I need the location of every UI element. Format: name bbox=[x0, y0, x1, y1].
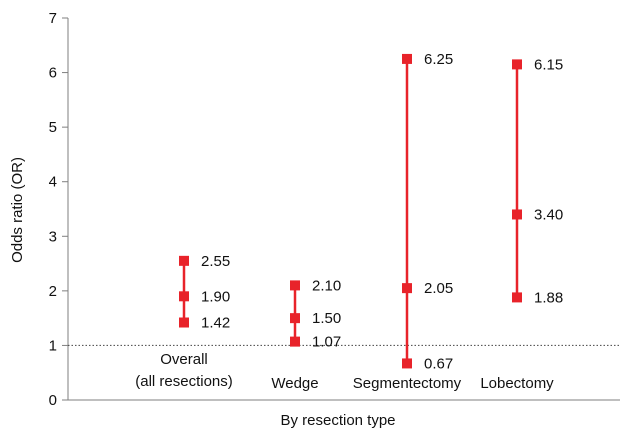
y-axis-title: Odds ratio (OR) bbox=[9, 157, 26, 263]
ci-estimate-label: 2.05 bbox=[424, 280, 453, 297]
ci-estimate-marker bbox=[290, 313, 300, 324]
ci-lower-label: 0.67 bbox=[424, 355, 453, 372]
y-tick-label: 7 bbox=[49, 10, 57, 27]
y-tick-label: 2 bbox=[49, 283, 57, 300]
ci-upper-marker bbox=[512, 59, 522, 70]
ci-estimate-label: 1.50 bbox=[312, 310, 341, 327]
category-label: (all resections) bbox=[135, 373, 233, 390]
y-tick-label: 5 bbox=[49, 119, 57, 136]
category-labels: Overall (all resections) Wedge Segmentectom… bbox=[135, 351, 554, 392]
y-tick-label: 0 bbox=[49, 392, 57, 409]
x-axis-title: By resection type bbox=[280, 412, 395, 429]
ci-estimate-marker bbox=[512, 209, 522, 220]
ci-lower-marker bbox=[512, 292, 522, 303]
ci-upper-label: 6.15 bbox=[534, 56, 563, 73]
category-label: Segmentectomy bbox=[353, 375, 462, 392]
ci-upper-marker bbox=[179, 255, 189, 266]
ci-upper-label: 2.10 bbox=[312, 277, 341, 294]
ci-lower-label: 1.88 bbox=[534, 289, 563, 306]
ci-lower-marker bbox=[402, 358, 412, 369]
y-tick-label: 1 bbox=[49, 337, 57, 354]
category-label: Wedge bbox=[271, 375, 318, 392]
ci-group: 6.15 3.40 1.88 bbox=[512, 56, 563, 306]
ci-group: 2.10 1.50 1.07 bbox=[290, 277, 341, 351]
y-tick-label: 4 bbox=[49, 174, 57, 191]
ci-upper-label: 6.25 bbox=[424, 51, 453, 68]
ci-upper-marker bbox=[290, 280, 300, 291]
ci-upper-marker bbox=[402, 53, 412, 64]
ci-group: 6.25 2.05 0.67 bbox=[402, 51, 453, 372]
category-label: Overall bbox=[160, 351, 208, 368]
ci-group: 2.55 1.90 1.42 bbox=[179, 253, 230, 332]
category-label: Lobectomy bbox=[480, 375, 554, 392]
ci-estimate-marker bbox=[402, 283, 412, 294]
ci-estimate-label: 3.40 bbox=[534, 206, 563, 223]
y-tick-label: 3 bbox=[49, 228, 57, 245]
ci-lower-marker bbox=[290, 336, 300, 347]
ci-estimate-marker bbox=[179, 291, 189, 302]
ci-upper-label: 2.55 bbox=[201, 253, 230, 270]
y-tick-label: 6 bbox=[49, 65, 57, 82]
series-group: 2.55 1.90 1.42 2.10 1.50 1.07 6.25 2.05 0.67 6.15… bbox=[179, 51, 563, 372]
ci-lower-label: 1.42 bbox=[201, 315, 230, 332]
ci-estimate-label: 1.90 bbox=[201, 288, 230, 305]
ci-lower-marker bbox=[179, 317, 189, 328]
y-axis: 0 1 2 3 4 5 6 7 bbox=[49, 10, 69, 409]
ci-lower-label: 1.07 bbox=[312, 334, 341, 351]
